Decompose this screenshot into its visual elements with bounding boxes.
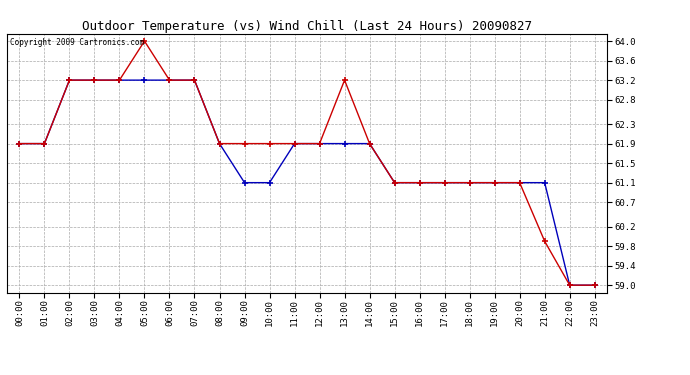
Text: Copyright 2009 Cartronics.com: Copyright 2009 Cartronics.com bbox=[10, 38, 144, 46]
Title: Outdoor Temperature (vs) Wind Chill (Last 24 Hours) 20090827: Outdoor Temperature (vs) Wind Chill (Las… bbox=[82, 20, 532, 33]
